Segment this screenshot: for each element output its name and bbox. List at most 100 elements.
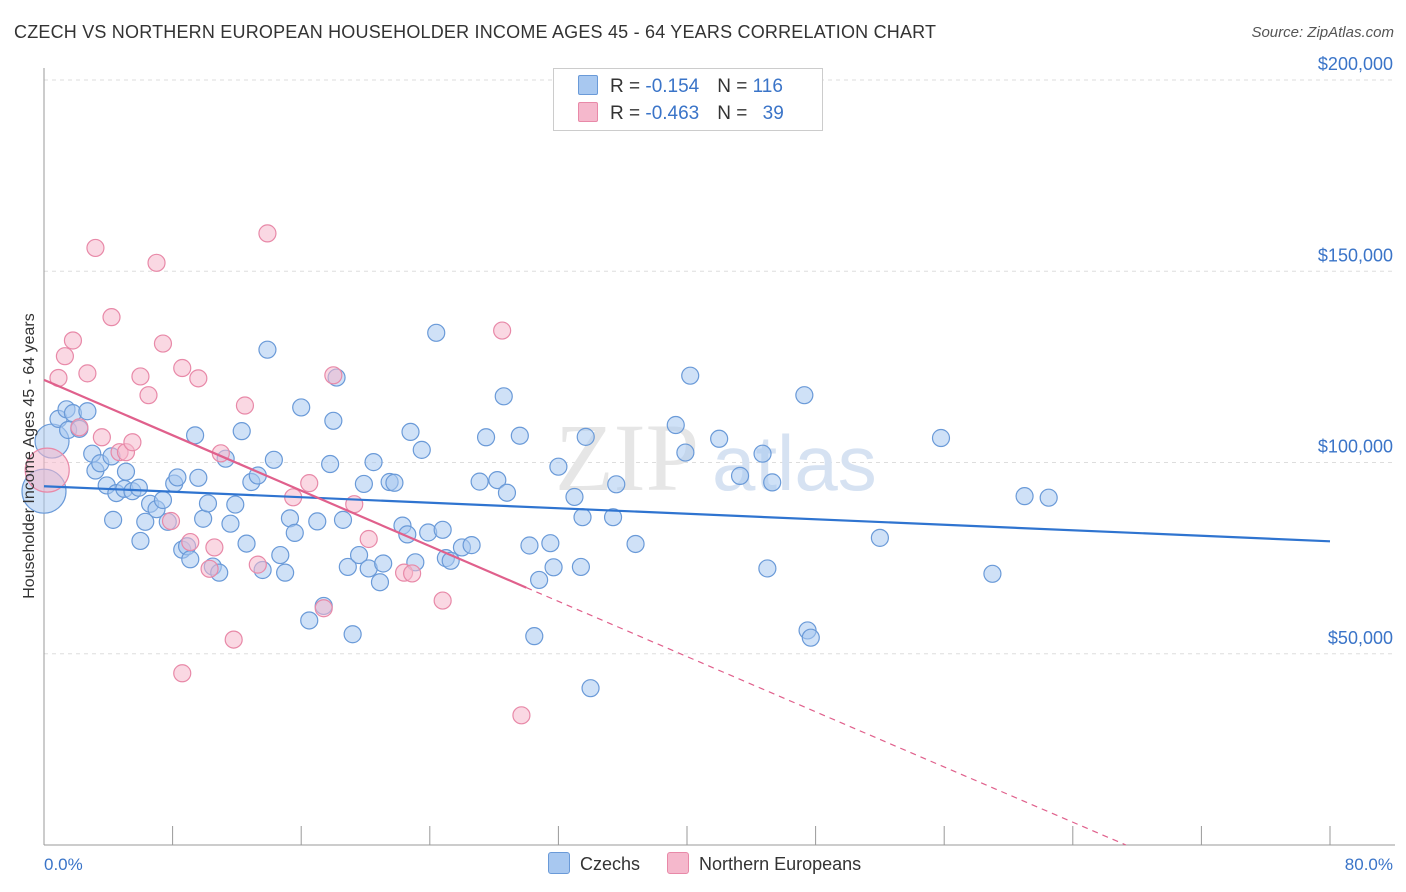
czechs-trend-line xyxy=(43,485,1331,543)
source-label: Source: ZipAtlas.com xyxy=(1251,24,1394,41)
czechs-point xyxy=(338,557,357,577)
czechs-point xyxy=(525,627,544,646)
czechs-point xyxy=(626,534,645,554)
czechs-point xyxy=(374,554,393,573)
czechs-point xyxy=(433,520,452,539)
czechs-point xyxy=(497,483,517,502)
tick-labels: $50,000 $100,000 $150,000 $200,000 0.0% 80.0% xyxy=(44,54,1393,874)
czechs-point xyxy=(549,457,568,476)
northern-europeans-point xyxy=(314,599,333,618)
northern-europeans-point xyxy=(512,706,531,725)
legend-n-label: N = xyxy=(717,103,753,124)
czechs-point xyxy=(520,536,539,555)
northern-europeans-point xyxy=(224,630,243,649)
czechs-point xyxy=(168,468,187,487)
czechs-point xyxy=(470,472,489,491)
czechs-point xyxy=(364,453,383,472)
czechs-point xyxy=(758,559,777,578)
czechs-point xyxy=(401,422,420,441)
czechs-point xyxy=(581,679,600,698)
northern-europeans-point xyxy=(139,386,158,405)
czechs-point xyxy=(931,428,951,448)
grid-lines xyxy=(44,79,1395,655)
czechs-point xyxy=(603,508,623,527)
czechs-point xyxy=(541,534,560,553)
czechs-point xyxy=(264,450,283,469)
northern-europeans-label: Northern Europeans xyxy=(699,854,862,874)
northern-europeans-point xyxy=(86,238,105,258)
northern-europeans-point xyxy=(235,396,255,415)
czechs-point xyxy=(753,444,772,463)
czechs-point xyxy=(1039,488,1058,507)
czechs-point xyxy=(333,510,353,529)
czechs-point xyxy=(349,545,369,565)
czechs-point xyxy=(494,387,513,406)
czechs-point xyxy=(194,509,213,528)
czechs-point xyxy=(412,440,431,459)
czechs-point xyxy=(565,487,584,507)
legend-swatch-pink xyxy=(578,102,598,122)
northern-europeans-point xyxy=(173,358,192,378)
czechs-point xyxy=(571,557,591,577)
czechs-point xyxy=(276,563,295,582)
northern-europeans-point xyxy=(324,366,343,385)
northern-europeans-point xyxy=(403,564,422,583)
czechs-point xyxy=(189,468,208,487)
northern-europeans-point xyxy=(78,364,97,383)
czechs-point xyxy=(221,514,240,533)
legend-row-czechs: R = -0.154 N = 116 xyxy=(578,75,783,99)
northern-europeans-point xyxy=(173,664,192,683)
czechs-point xyxy=(343,625,362,644)
legend-r-value: -0.154 xyxy=(645,76,700,97)
czechs-point xyxy=(510,426,529,445)
northern-europeans-point xyxy=(205,538,224,557)
czechs-point xyxy=(285,523,304,542)
watermark-atlas: atlas xyxy=(712,419,877,507)
czechs-point xyxy=(681,366,700,385)
y-tick-label: $50,000 xyxy=(1328,628,1393,648)
correlation-legend: R = -0.154 N = 116 R = -0.463 N = 39 xyxy=(553,68,823,131)
series-legend: Czechs Northern Europeans xyxy=(548,852,883,875)
czechs-point xyxy=(237,534,256,553)
x-tick-label: 80.0% xyxy=(1345,855,1393,874)
czechs-point xyxy=(324,411,343,430)
chart-title: CZECH VS NORTHERN EUROPEAN HOUSEHOLDER I… xyxy=(14,22,937,42)
czechs-point xyxy=(116,462,136,481)
czechs-swatch xyxy=(548,852,570,874)
czechs-point xyxy=(198,494,218,513)
northern-europeans-point xyxy=(161,511,181,531)
northern-europeans-point xyxy=(258,224,277,243)
y-tick-label: $150,000 xyxy=(1318,245,1393,265)
czechs-point xyxy=(232,422,251,441)
legend-row-northern-europeans: R = -0.463 N = 39 xyxy=(578,102,784,126)
czechs-point xyxy=(710,429,729,448)
y-tick-label: $200,000 xyxy=(1318,54,1393,74)
czechs-point xyxy=(153,490,173,510)
czechs-point xyxy=(321,454,340,474)
northern-europeans-trend-line xyxy=(43,378,527,589)
northern-europeans-point xyxy=(70,418,89,437)
series-legend-czechs[interactable]: Czechs xyxy=(548,852,640,875)
czechs-point xyxy=(370,573,390,592)
czechs-point xyxy=(136,512,155,531)
northern-europeans-points xyxy=(24,224,531,725)
czechs-point xyxy=(427,323,446,342)
czechs-point xyxy=(300,611,319,630)
czechs-point xyxy=(308,512,327,531)
czechs-point xyxy=(730,466,750,485)
northern-europeans-point xyxy=(55,347,74,366)
northern-europeans-point xyxy=(181,532,200,552)
y-axis-label: Householder Income Ages 45 - 64 years xyxy=(21,313,38,599)
czechs-point xyxy=(476,428,496,447)
legend-r-label: R = xyxy=(610,76,646,97)
series-legend-northern-europeans[interactable]: Northern Europeans xyxy=(667,852,861,875)
czechs-point xyxy=(573,508,592,527)
watermark: ZIP atlas xyxy=(555,404,877,511)
northern-europeans-point xyxy=(92,428,111,447)
northern-europeans-point xyxy=(63,331,83,350)
czechs-point xyxy=(78,402,97,421)
czechs-point xyxy=(226,495,245,514)
northern-europeans-point xyxy=(147,253,166,272)
czechs-point xyxy=(129,478,148,497)
